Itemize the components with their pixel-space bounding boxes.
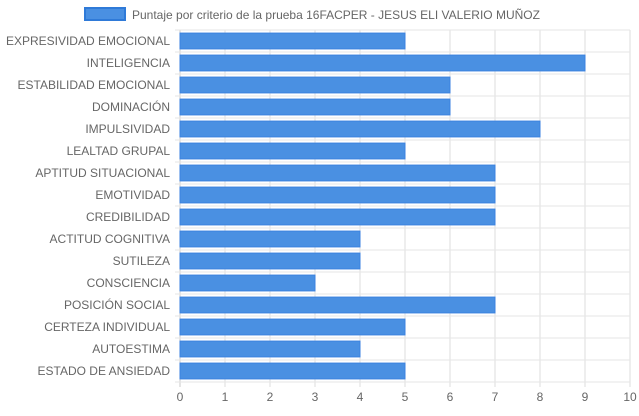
x-tick-label: 7: [492, 390, 499, 404]
legend[interactable]: Puntaje por criterio de la prueba 16FACP…: [84, 7, 540, 22]
y-tick-label: LEALTAD GRUPAL: [67, 144, 171, 158]
bar[interactable]: [179, 208, 496, 226]
y-tick-label: ACTITUD COGNITIVA: [50, 232, 170, 246]
x-tick-label: 5: [402, 390, 409, 404]
bar[interactable]: [179, 98, 451, 116]
y-tick-label: ESTADO DE ANSIEDAD: [38, 364, 171, 378]
legend-swatch[interactable]: [84, 7, 126, 21]
x-tick-label: 8: [537, 390, 544, 404]
y-tick-label: AUTOESTIMA: [92, 342, 170, 356]
legend-label[interactable]: Puntaje por criterio de la prueba 16FACP…: [132, 8, 540, 22]
x-tick-label: 9: [582, 390, 589, 404]
bars: [179, 32, 586, 380]
y-tick-label: INTELIGENCIA: [87, 56, 170, 70]
bar[interactable]: [179, 54, 586, 72]
y-axis-labels: EXPRESIVIDAD EMOCIONAL INTELIGENCIA ESTABI…: [6, 34, 170, 378]
y-tick-label: CREDIBILIDAD: [86, 210, 170, 224]
x-tick-label: 6: [447, 390, 454, 404]
bar[interactable]: [179, 120, 541, 138]
x-tick-label: 3: [312, 390, 319, 404]
bar[interactable]: [179, 32, 406, 50]
y-tick-label: IMPULSIVIDAD: [85, 122, 170, 136]
x-tick-label: 0: [177, 390, 184, 404]
bar[interactable]: [179, 164, 496, 182]
x-axis-labels: 0 1 2 3 4 5 6 7 8 9 10: [177, 390, 637, 404]
bar[interactable]: [179, 186, 496, 204]
x-tick-label: 2: [267, 390, 274, 404]
y-tick-label: CONSCIENCIA: [87, 276, 170, 290]
bar[interactable]: [179, 252, 361, 270]
x-tick-label: 1: [222, 390, 229, 404]
y-tick-label: EMOTIVIDAD: [95, 188, 170, 202]
bar[interactable]: [179, 76, 451, 94]
bar[interactable]: [179, 296, 496, 314]
y-tick-label: SUTILEZA: [113, 254, 170, 268]
y-tick-label: EXPRESIVIDAD EMOCIONAL: [6, 34, 170, 48]
bar[interactable]: [179, 274, 316, 292]
y-tick-label: CERTEZA INDIVIDUAL: [44, 320, 170, 334]
bar[interactable]: [179, 142, 406, 160]
y-tick-label: ESTABILIDAD EMOCIONAL: [18, 78, 171, 92]
x-tick-label: 4: [357, 390, 364, 404]
bar[interactable]: [179, 230, 361, 248]
y-tick-label: POSICIÓN SOCIAL: [64, 297, 170, 312]
y-tick-label: DOMINACIÓN: [92, 99, 170, 114]
bar[interactable]: [179, 362, 406, 380]
x-tick-label: 10: [623, 390, 637, 404]
y-tick-label: APTITUD SITUACIONAL: [35, 166, 170, 180]
bar[interactable]: [179, 340, 361, 358]
bar[interactable]: [179, 318, 406, 336]
